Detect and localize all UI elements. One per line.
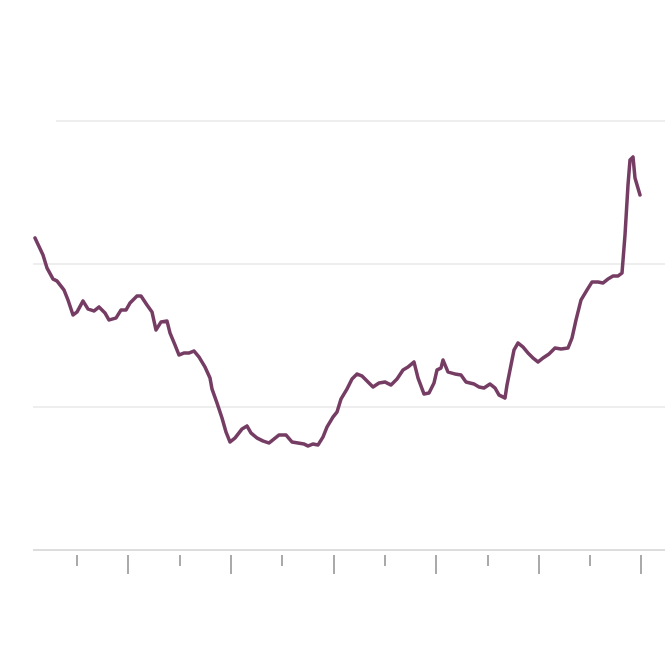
- data-line: [33, 155, 642, 448]
